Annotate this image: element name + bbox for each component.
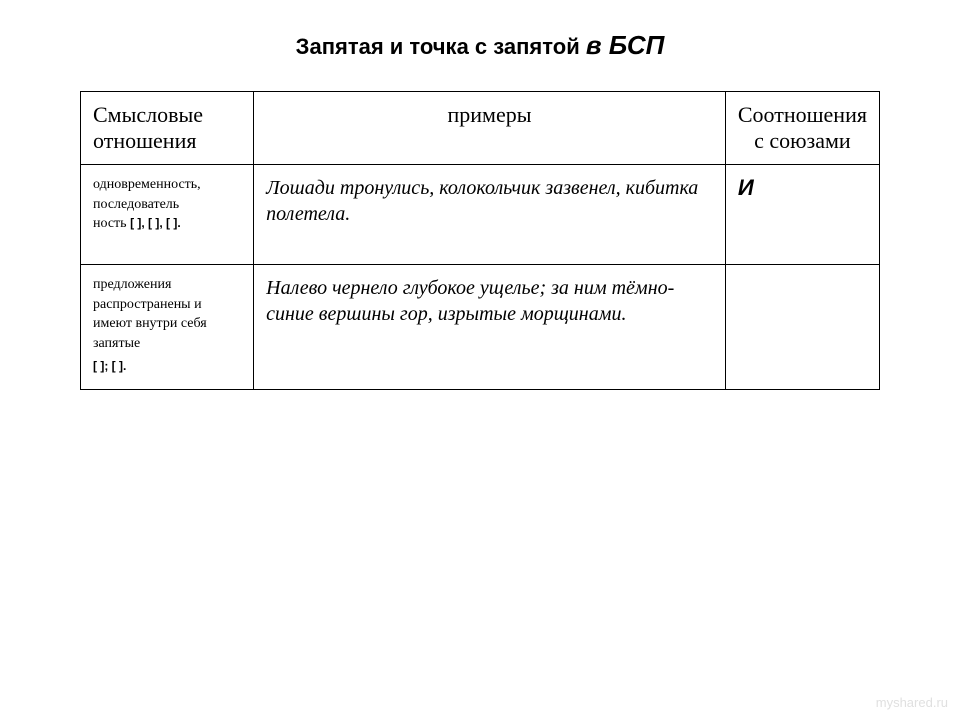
cell-relation-1: одновременность, последователь ность [ ]… <box>81 165 254 265</box>
header-examples: примеры <box>254 92 726 165</box>
table-row: предложения распространены и имеют внутр… <box>81 265 880 390</box>
conjunction-1: И <box>738 175 867 201</box>
table-header-row: Смысловые отношения примеры Соотношения … <box>81 92 880 165</box>
page-title: Запятая и точка с запятой в БСП <box>80 30 880 61</box>
example-text-1: Лошади тронулись, колокольчик зазвенел, … <box>266 175 713 227</box>
header-conjunctions: Соотношения с союзами <box>725 92 879 165</box>
relation-text-1: одновременность, последователь <box>93 175 241 214</box>
cell-conjunction-1: И <box>725 165 879 265</box>
relation-scheme-line-2: [ ]; [ ]. <box>93 357 241 377</box>
cell-example-1: Лошади тронулись, колокольчик зазвенел, … <box>254 165 726 265</box>
header-relations: Смысловые отношения <box>81 92 254 165</box>
relation-prefix: ность <box>93 216 130 231</box>
relation-scheme-1: [ ], [ ], [ ]. <box>130 216 181 230</box>
table-row: одновременность, последователь ность [ ]… <box>81 165 880 265</box>
watermark: myshared.ru <box>876 695 948 710</box>
title-suffix: в БСП <box>586 30 664 60</box>
relation-scheme-2: [ ]; [ ]. <box>93 359 126 373</box>
title-prefix: Запятая и точка с запятой <box>296 34 586 59</box>
cell-example-2: Налево чернело глубокое ущелье; за ним т… <box>254 265 726 390</box>
relation-text-2: предложения распространены и имеют внутр… <box>93 275 241 353</box>
grammar-table: Смысловые отношения примеры Соотношения … <box>80 91 880 390</box>
cell-conjunction-2 <box>725 265 879 390</box>
example-text-2: Налево чернело глубокое ущелье; за ним т… <box>266 275 713 327</box>
relation-line2: ность [ ], [ ], [ ]. <box>93 214 241 234</box>
cell-relation-2: предложения распространены и имеют внутр… <box>81 265 254 390</box>
